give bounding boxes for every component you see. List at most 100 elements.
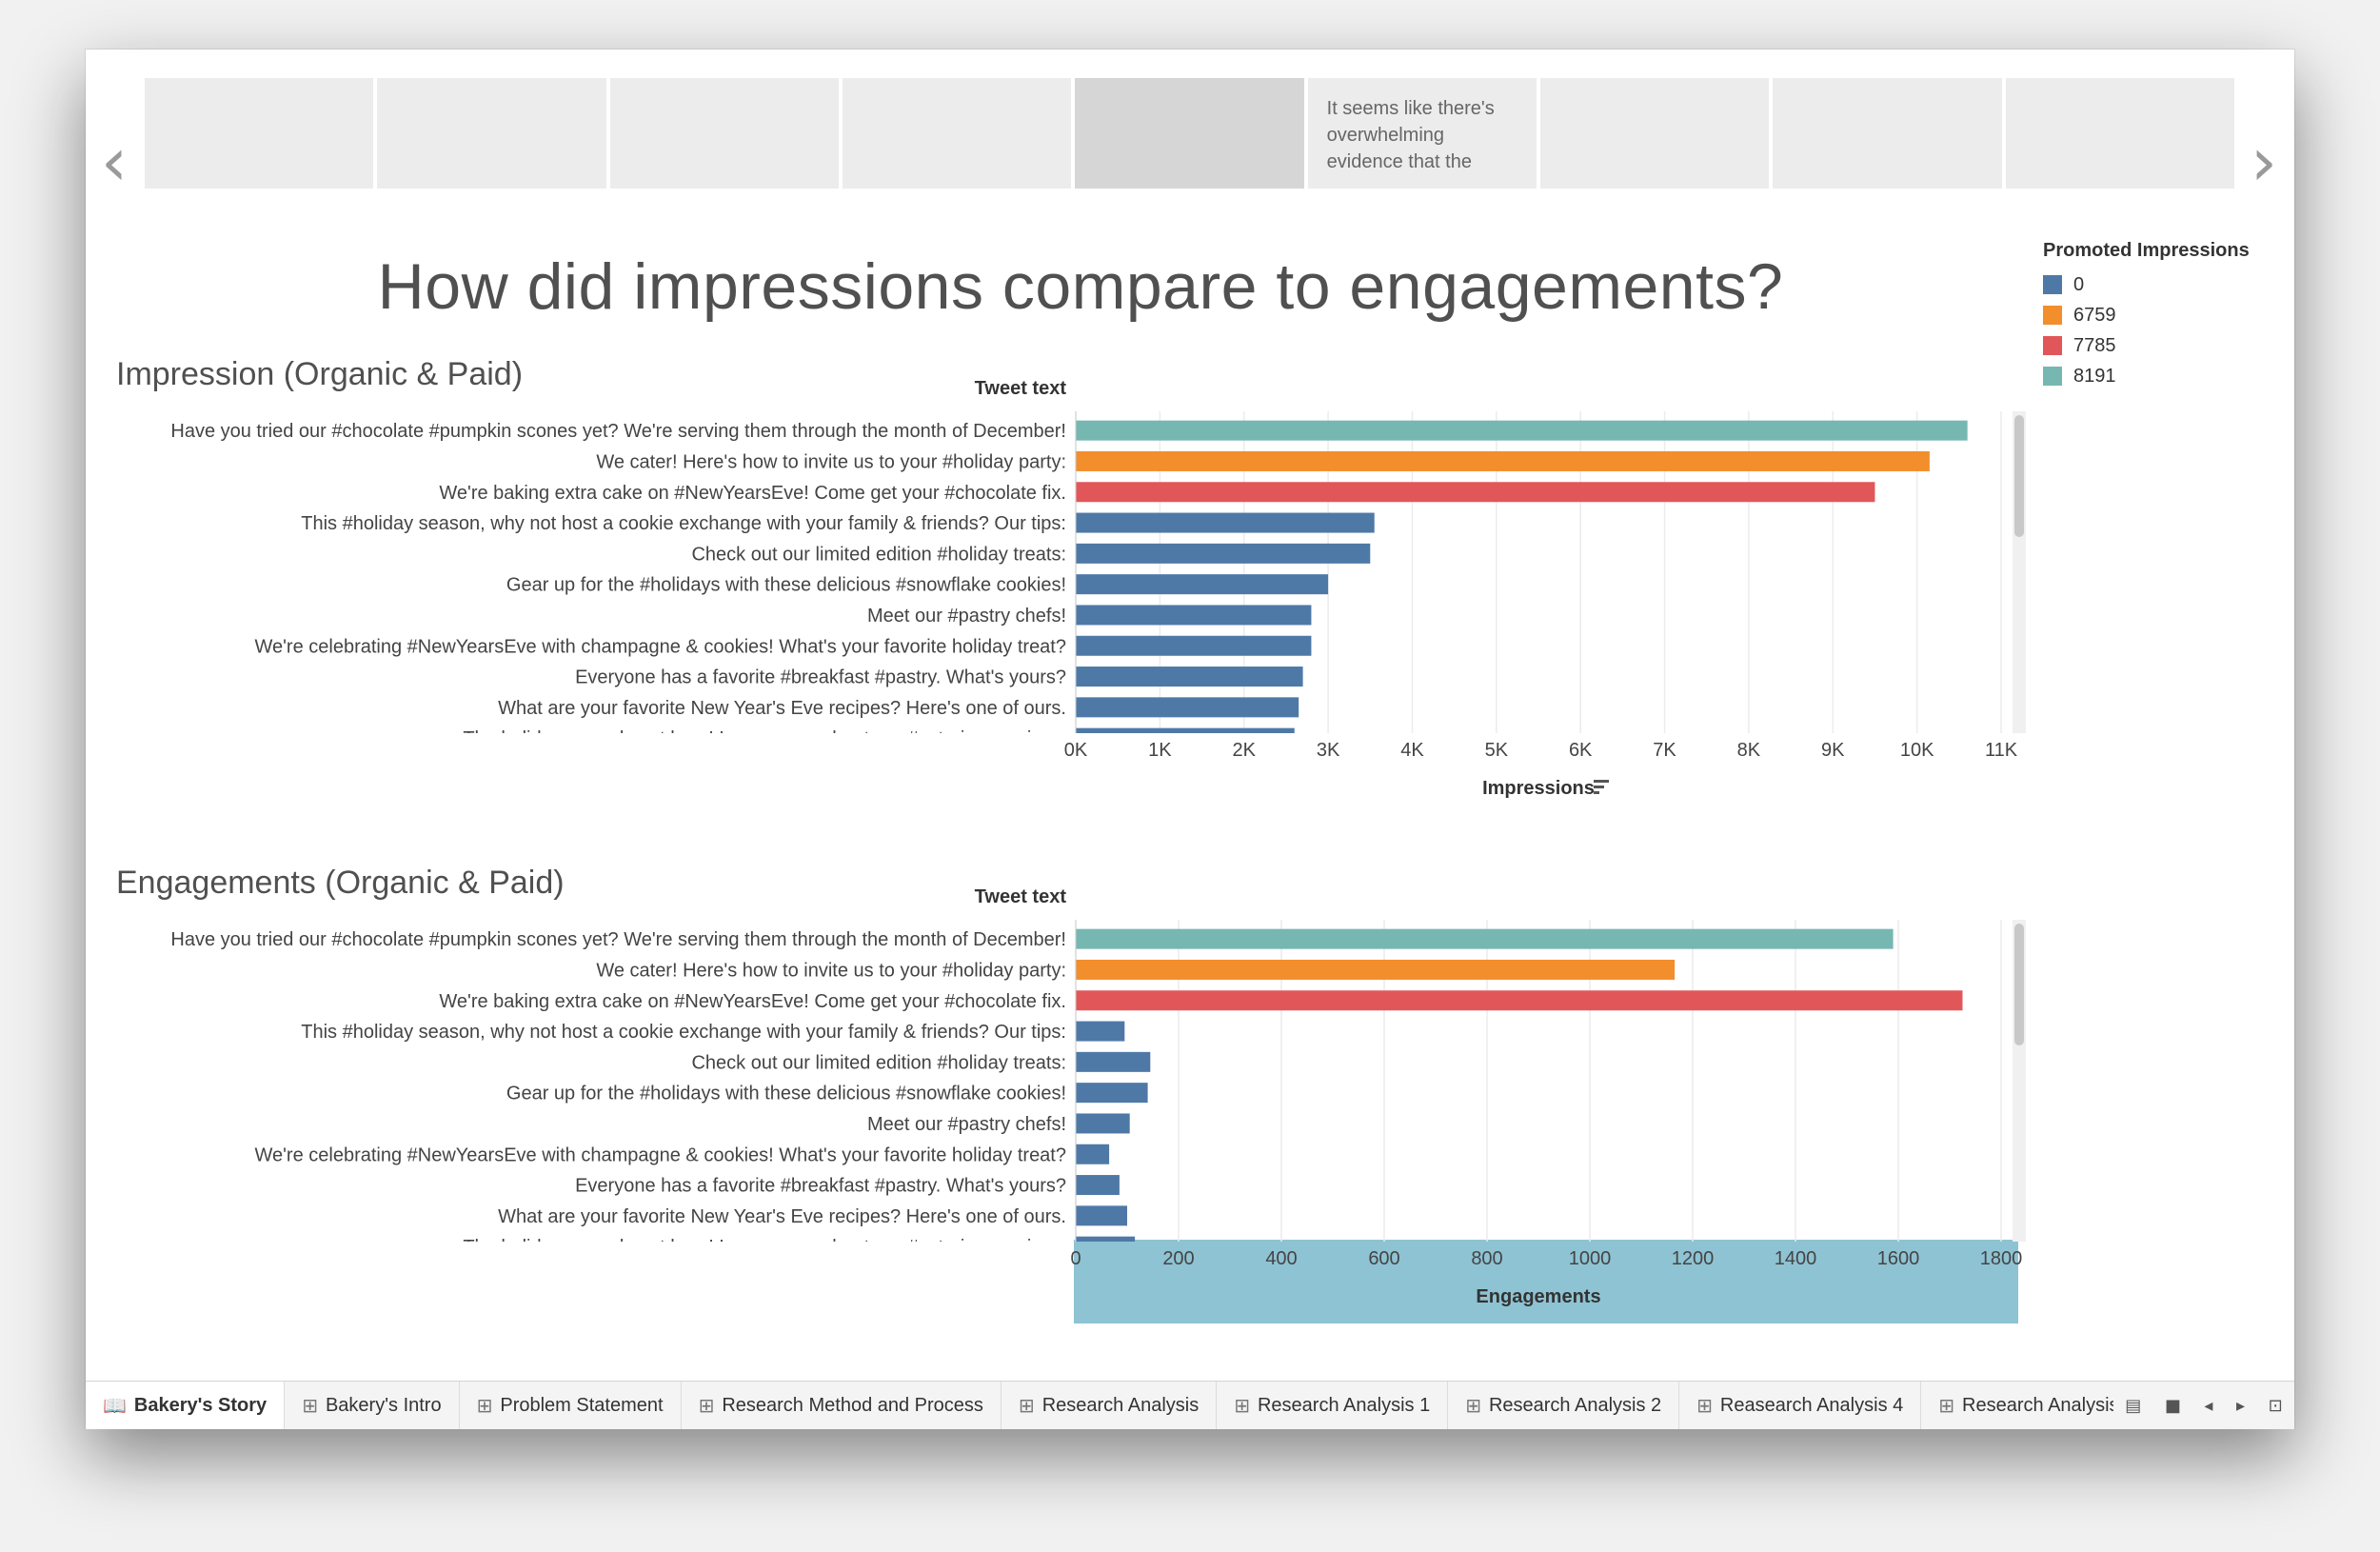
row-label[interactable]: Everyone has a favorite #breakfast #past… xyxy=(575,667,1066,688)
sheet-tab[interactable]: 📖 Bakery's Story xyxy=(86,1382,286,1429)
bar[interactable] xyxy=(1076,990,1963,1011)
tick-label: 9K xyxy=(1821,740,1845,761)
row-label[interactable]: Gear up for the #holidays with these del… xyxy=(506,575,1066,596)
dashboard-icon: ⊞ xyxy=(302,1394,318,1417)
x-axis-label[interactable]: Engagements xyxy=(1476,1286,1600,1307)
row-label[interactable]: Meet our #pastry chefs! xyxy=(867,606,1066,627)
impressions-section-title: Impression (Organic & Paid) xyxy=(116,356,524,392)
row-label[interactable]: We're celebrating #NewYearsEve with cham… xyxy=(254,1144,1066,1165)
scrollbar-thumb[interactable] xyxy=(2014,415,2024,537)
row-label[interactable]: The holidays are almost here! Learn more… xyxy=(463,1237,1066,1258)
sheet-tab[interactable]: ⊞ Bakery's Intro xyxy=(285,1382,460,1429)
row-label[interactable]: Gear up for the #holidays with these del… xyxy=(506,1084,1066,1104)
story-point-5[interactable] xyxy=(1075,78,1304,189)
row-label[interactable]: Meet our #pastry chefs! xyxy=(867,1114,1066,1135)
legend-item[interactable]: 6759 xyxy=(2043,300,2250,330)
row-label[interactable]: Check out our limited edition #holiday t… xyxy=(691,1052,1066,1073)
sheet-tab-bar: 📖 Bakery's Story ⊞ Bakery's Intro ⊞ Problem S… xyxy=(86,1381,2294,1429)
row-label[interactable]: Everyone has a favorite #breakfast #past… xyxy=(575,1176,1066,1197)
scrollbar-thumb[interactable] xyxy=(2014,924,2024,1045)
row-label[interactable]: This #holiday season, why not host a coo… xyxy=(301,513,1066,534)
bar[interactable] xyxy=(1076,543,1371,564)
story-point-8[interactable] xyxy=(1773,78,2002,189)
single-view-icon[interactable]: ■ xyxy=(2164,1395,2181,1416)
bar[interactable] xyxy=(1076,727,1295,748)
legend-item[interactable]: 0 xyxy=(2043,269,2250,300)
sheet-controls: ▤ ■ ◂ ▸ ⊡ xyxy=(2113,1382,2294,1429)
legend-swatch xyxy=(2043,367,2062,386)
row-label[interactable]: Have you tried our #chocolate #pumpkin s… xyxy=(170,421,1066,442)
row-label[interactable]: This #holiday season, why not host a coo… xyxy=(301,1022,1066,1043)
row-header: Tweet text xyxy=(975,378,1067,399)
previous-sheet-icon[interactable]: ◂ xyxy=(2204,1395,2213,1416)
x-axis-label[interactable]: Impressions xyxy=(1482,778,1595,799)
sheet-tab[interactable]: ⊞ Research Method and Process xyxy=(682,1382,1002,1429)
sort-icon[interactable] xyxy=(1594,780,1609,794)
bar[interactable] xyxy=(1076,605,1312,626)
row-label[interactable]: We're celebrating #NewYearsEve with cham… xyxy=(254,636,1066,657)
axis-highlight xyxy=(1074,1240,2018,1323)
chevron-left-icon[interactable]: ‹ xyxy=(101,123,128,201)
story-point-1[interactable] xyxy=(145,78,374,189)
sheet-tab[interactable]: ⊞ Problem Statement xyxy=(460,1382,682,1429)
bar[interactable] xyxy=(1076,574,1329,595)
tick-label: 6K xyxy=(1569,740,1593,761)
tick-label: 1200 xyxy=(1672,1248,1715,1269)
bar[interactable] xyxy=(1076,420,1968,441)
bar[interactable] xyxy=(1076,1236,1136,1257)
bar[interactable] xyxy=(1076,482,1875,503)
legend: Promoted Impressions 0 6759 7785 8191 xyxy=(2043,240,2250,391)
row-label[interactable]: The holidays are almost here! Learn more… xyxy=(463,728,1066,749)
sheet-tab[interactable]: ⊞ Research Analysis 5 xyxy=(1921,1382,2153,1429)
row-label[interactable]: We're baking extra cake on #NewYearsEve!… xyxy=(439,483,1066,504)
bar[interactable] xyxy=(1076,928,1894,949)
story-point-4[interactable] xyxy=(842,78,1072,189)
row-label[interactable]: What are your favorite New Year's Eve re… xyxy=(498,1206,1066,1227)
bar[interactable] xyxy=(1076,697,1299,718)
bar[interactable] xyxy=(1076,450,1930,471)
story-point-3[interactable] xyxy=(609,78,839,189)
story-point-2[interactable] xyxy=(377,78,606,189)
sheet-tab-label: Reasearch Analysis 4 xyxy=(1719,1394,1904,1416)
next-sheet-icon[interactable]: ▸ xyxy=(2235,1395,2246,1416)
sheet-tab-label: Research Analysis 1 xyxy=(1257,1394,1431,1416)
tick-label: 8K xyxy=(1737,740,1761,761)
bar[interactable] xyxy=(1076,1113,1130,1134)
legend-title: Promoted Impressions xyxy=(2043,240,2250,261)
story-point-6[interactable]: It seems like there's overwhelming evide… xyxy=(1307,78,1537,189)
row-label[interactable]: We cater! Here's how to invite us to you… xyxy=(596,960,1066,981)
bar[interactable] xyxy=(1076,1051,1151,1072)
legend-label: 0 xyxy=(2073,273,2085,295)
bar[interactable] xyxy=(1076,1144,1110,1164)
sheet-tab[interactable]: ⊞ Research Analysis 2 xyxy=(1448,1382,1680,1429)
presentation-mode-icon[interactable]: ⊡ xyxy=(2268,1395,2283,1416)
story-point-9[interactable] xyxy=(2005,78,2234,189)
sheet-tab[interactable]: ⊞ Reasearch Analysis 4 xyxy=(1679,1382,1922,1429)
bar[interactable] xyxy=(1076,1175,1120,1196)
bar[interactable] xyxy=(1076,1021,1125,1042)
bar[interactable] xyxy=(1076,1205,1127,1226)
row-label[interactable]: Check out our limited edition #holiday t… xyxy=(691,544,1066,565)
row-label[interactable]: We're baking extra cake on #NewYearsEve!… xyxy=(439,991,1066,1012)
tick-label: 2K xyxy=(1232,740,1256,761)
bar[interactable] xyxy=(1076,1083,1148,1104)
sheet-tab[interactable]: ⊞ Research Analysis xyxy=(1002,1382,1218,1429)
row-label[interactable]: What are your favorite New Year's Eve re… xyxy=(498,698,1066,719)
bar[interactable] xyxy=(1076,635,1312,656)
sheet-tab-label: Research Analysis xyxy=(1041,1394,1200,1416)
tick-label: 400 xyxy=(1265,1248,1297,1269)
story-point-7[interactable] xyxy=(1539,78,1770,189)
row-label[interactable]: We cater! Here's how to invite us to you… xyxy=(596,451,1066,472)
filmstrip-view-icon[interactable]: ▤ xyxy=(2125,1395,2142,1416)
chevron-right-icon[interactable]: › xyxy=(2251,123,2277,201)
legend-item[interactable]: 8191 xyxy=(2043,361,2250,391)
bar[interactable] xyxy=(1076,959,1676,980)
bar[interactable] xyxy=(1076,512,1375,533)
legend-label: 8191 xyxy=(2073,365,2116,387)
tick-label: 1600 xyxy=(1877,1248,1920,1269)
story-window: ‹ It seems like there's overwhelming evi… xyxy=(86,50,2294,1429)
legend-item[interactable]: 7785 xyxy=(2043,330,2250,361)
sheet-tab[interactable]: ⊞ Research Analysis 1 xyxy=(1217,1382,1449,1429)
bar[interactable] xyxy=(1076,667,1303,687)
row-label[interactable]: Have you tried our #chocolate #pumpkin s… xyxy=(170,929,1066,950)
